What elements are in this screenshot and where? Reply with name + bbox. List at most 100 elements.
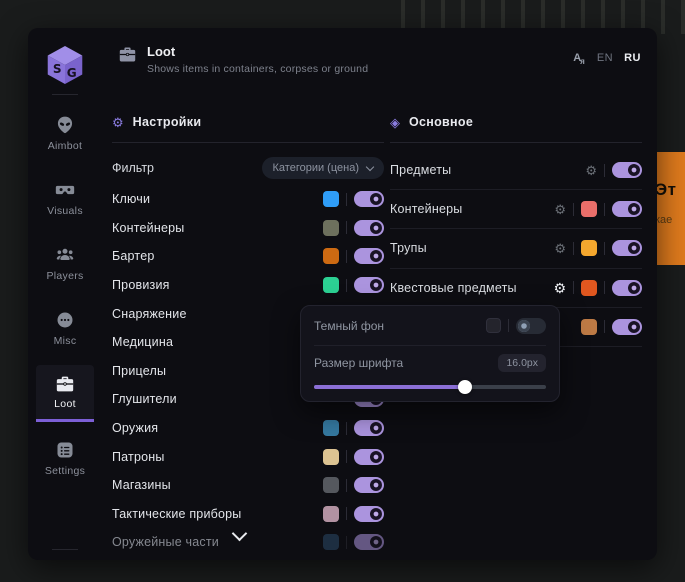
color-swatch[interactable] bbox=[323, 219, 339, 236]
sidebar-item-visuals[interactable]: Visuals bbox=[36, 170, 94, 227]
aimbot-icon bbox=[55, 115, 75, 135]
toggle-on[interactable] bbox=[354, 477, 384, 494]
separator bbox=[573, 202, 574, 216]
separator bbox=[604, 202, 605, 216]
main-row: Контейнеры ⚙ bbox=[390, 190, 642, 230]
svg-text:S: S bbox=[53, 62, 62, 76]
toggle-on[interactable] bbox=[612, 201, 642, 218]
sidebar-item-misc[interactable]: Misc bbox=[36, 300, 94, 357]
sidebar: S G Aimbot Visuals Players Misc Loot Settings bbox=[28, 28, 102, 560]
row-controls bbox=[323, 248, 384, 265]
separator bbox=[508, 319, 509, 332]
separator bbox=[346, 478, 347, 492]
lang-option-en[interactable]: EN bbox=[596, 52, 614, 64]
sidebar-item-label: Settings bbox=[44, 465, 86, 477]
filter-item-label: Бартер bbox=[112, 249, 155, 264]
sidebar-item-aimbot[interactable]: Aimbot bbox=[36, 105, 94, 162]
loot-filter-row: Оружейные части bbox=[112, 528, 384, 557]
main-panel: ◈ Основное Предметы ⚙ Контейнеры ⚙ Трупы ⚙ Кве… bbox=[390, 110, 642, 347]
sidebar-item-loot[interactable]: Loot bbox=[36, 365, 94, 422]
toggle-on[interactable] bbox=[612, 279, 642, 296]
filter-dropdown[interactable]: Категории (цена) bbox=[261, 157, 384, 179]
color-swatch[interactable] bbox=[581, 279, 597, 296]
row-controls: ⚙ bbox=[554, 201, 642, 218]
filter-item-label: Тактические приборы bbox=[112, 506, 242, 521]
overlay-window: S G Aimbot Visuals Players Misc Loot Settings… bbox=[28, 28, 657, 560]
color-swatch[interactable] bbox=[323, 534, 339, 551]
font-size-label: Размер шрифта bbox=[314, 356, 404, 370]
toggle-on[interactable] bbox=[612, 318, 642, 335]
main-row-label: Контейнеры bbox=[390, 202, 463, 217]
separator bbox=[346, 450, 347, 464]
page-title: Loot bbox=[147, 44, 176, 59]
gear-icon[interactable]: ⚙ bbox=[585, 162, 597, 178]
toggle-on[interactable] bbox=[354, 277, 384, 294]
color-swatch[interactable] bbox=[323, 248, 339, 265]
sidebar-item-label: Loot bbox=[54, 397, 76, 410]
separator bbox=[604, 241, 605, 255]
toggle-on[interactable] bbox=[354, 505, 384, 522]
game-poster: Эт кае bbox=[652, 152, 685, 265]
sidebar-item-settings[interactable]: Settings bbox=[36, 430, 94, 487]
row-controls bbox=[323, 191, 384, 208]
filter-dropdown-value: Категории (цена) bbox=[272, 162, 359, 174]
toggle-on[interactable] bbox=[354, 248, 384, 265]
dark-bg-toggle[interactable] bbox=[516, 317, 546, 334]
toggle-on[interactable] bbox=[354, 420, 384, 437]
color-swatch[interactable] bbox=[323, 191, 339, 208]
slider-knob[interactable] bbox=[457, 380, 472, 394]
main-section-header: ◈ Основное bbox=[390, 110, 642, 134]
separator bbox=[604, 281, 605, 295]
main-row-label: Предметы bbox=[390, 163, 452, 178]
separator bbox=[346, 221, 347, 235]
toggle-knob bbox=[370, 536, 382, 549]
main-row-label: Квестовые предметы bbox=[390, 280, 517, 295]
toggle-knob bbox=[370, 279, 382, 292]
diamond-icon: ◈ bbox=[390, 114, 400, 130]
gear-icon[interactable]: ⚙ bbox=[554, 201, 566, 217]
color-swatch[interactable] bbox=[323, 277, 339, 294]
loot-filter-row: Прицелы bbox=[112, 357, 384, 386]
toggle-on[interactable] bbox=[354, 191, 384, 208]
loot-filter-row: Магазины bbox=[112, 471, 384, 500]
color-swatch[interactable] bbox=[323, 477, 339, 494]
settings-panel: ⚙ Настройки Фильтр Категории (цена) Ключ… bbox=[112, 110, 384, 557]
dark-bg-color-swatch[interactable] bbox=[486, 318, 501, 333]
color-swatch[interactable] bbox=[323, 420, 339, 437]
gear-icon[interactable]: ⚙ bbox=[554, 240, 566, 256]
loot-filter-row: Медицина bbox=[112, 328, 384, 357]
loot-filter-row: Бартер bbox=[112, 242, 384, 271]
briefcase-icon bbox=[118, 46, 137, 63]
svg-text:G: G bbox=[67, 66, 77, 80]
toggle-knob bbox=[370, 450, 382, 463]
toggle-on[interactable] bbox=[354, 534, 384, 551]
main-row: Предметы ⚙ bbox=[390, 151, 642, 191]
color-swatch[interactable] bbox=[323, 448, 339, 465]
loot-filter-row: Тактические приборы bbox=[112, 500, 384, 529]
gear-icon[interactable]: ⚙ bbox=[553, 279, 566, 296]
separator bbox=[346, 192, 347, 206]
color-swatch[interactable] bbox=[581, 318, 597, 335]
toggle-on[interactable] bbox=[612, 240, 642, 257]
separator bbox=[573, 241, 574, 255]
toggle-on[interactable] bbox=[354, 219, 384, 236]
main-row: Трупы ⚙ bbox=[390, 229, 642, 269]
toggle-on[interactable] bbox=[612, 162, 642, 179]
app-logo: S G bbox=[46, 36, 84, 94]
lang-option-ru[interactable]: RU bbox=[624, 52, 641, 64]
dark-bg-row: Темный фон bbox=[314, 306, 546, 346]
filter-item-label: Снаряжение bbox=[112, 306, 187, 321]
loot-filter-row: Снаряжение bbox=[112, 299, 384, 328]
font-size-slider[interactable] bbox=[314, 380, 546, 394]
separator bbox=[573, 281, 574, 295]
separator bbox=[346, 421, 347, 435]
filter-item-label: Патроны bbox=[112, 449, 165, 464]
color-swatch[interactable] bbox=[581, 240, 597, 257]
main-rows: Предметы ⚙ Контейнеры ⚙ Трупы ⚙ Квестовые пред… bbox=[390, 151, 642, 347]
toggle-knob bbox=[518, 319, 530, 332]
filter-label: Фильтр bbox=[112, 161, 154, 175]
toggle-on[interactable] bbox=[354, 448, 384, 465]
color-swatch[interactable] bbox=[581, 201, 597, 218]
color-swatch[interactable] bbox=[323, 505, 339, 522]
sidebar-item-players[interactable]: Players bbox=[36, 235, 94, 292]
